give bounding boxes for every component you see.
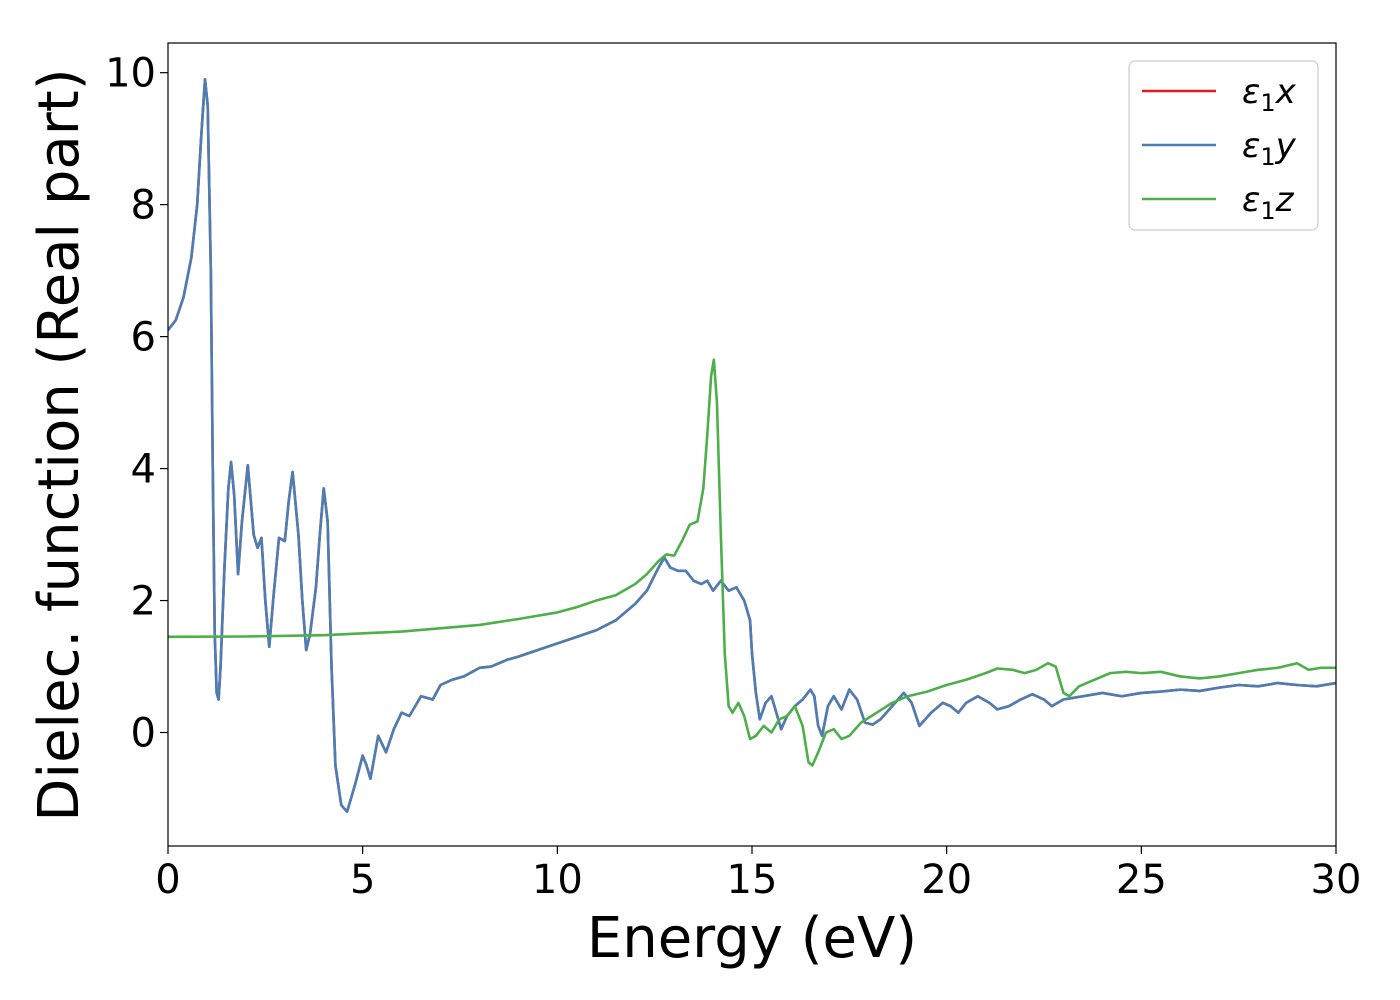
x-tick-label: 0 xyxy=(155,857,180,903)
x-tick-label: 5 xyxy=(350,857,375,903)
legend-label-var: x xyxy=(1275,72,1297,112)
x-tick-label: 10 xyxy=(532,857,583,903)
x-axis-label: Energy (eV) xyxy=(587,906,917,971)
y-tick-label: 4 xyxy=(131,447,156,493)
y-tick-label: 8 xyxy=(131,183,156,229)
series-line-z xyxy=(168,358,1336,767)
legend-label-z: ε1z xyxy=(1242,180,1295,225)
legend-label-subscript: 1 xyxy=(1260,197,1275,225)
y-tick-label: 10 xyxy=(105,51,156,97)
legend-label-var: z xyxy=(1275,180,1295,220)
tick-layer: 0 5 10 15 20 25 30 0 2 4 6 8 10 xyxy=(105,51,1361,903)
y-axis-label: Dielec. function (Real part) xyxy=(27,68,92,821)
x-tick-label: 30 xyxy=(1311,857,1362,903)
y-tick-label: 0 xyxy=(131,711,156,757)
x-tick-label: 20 xyxy=(921,857,972,903)
legend-label-subscript: 1 xyxy=(1260,89,1275,117)
series-layer xyxy=(168,77,1336,813)
y-tick-label: 2 xyxy=(131,579,156,625)
legend-label-base: ε xyxy=(1242,180,1260,220)
legend-label-var: y xyxy=(1275,126,1297,166)
x-tick-label: 25 xyxy=(1116,857,1167,903)
legend-label-x: ε1x xyxy=(1242,72,1297,117)
legend-label-y: ε1y xyxy=(1242,126,1297,171)
legend-box xyxy=(1128,60,1319,231)
legend-label-subscript: 1 xyxy=(1260,143,1275,171)
series-line-y xyxy=(168,77,1336,813)
legend-label-base: ε xyxy=(1242,72,1260,112)
legend-label-base: ε xyxy=(1242,126,1260,166)
x-tick-label: 15 xyxy=(727,857,778,903)
y-tick-label: 6 xyxy=(131,315,156,361)
